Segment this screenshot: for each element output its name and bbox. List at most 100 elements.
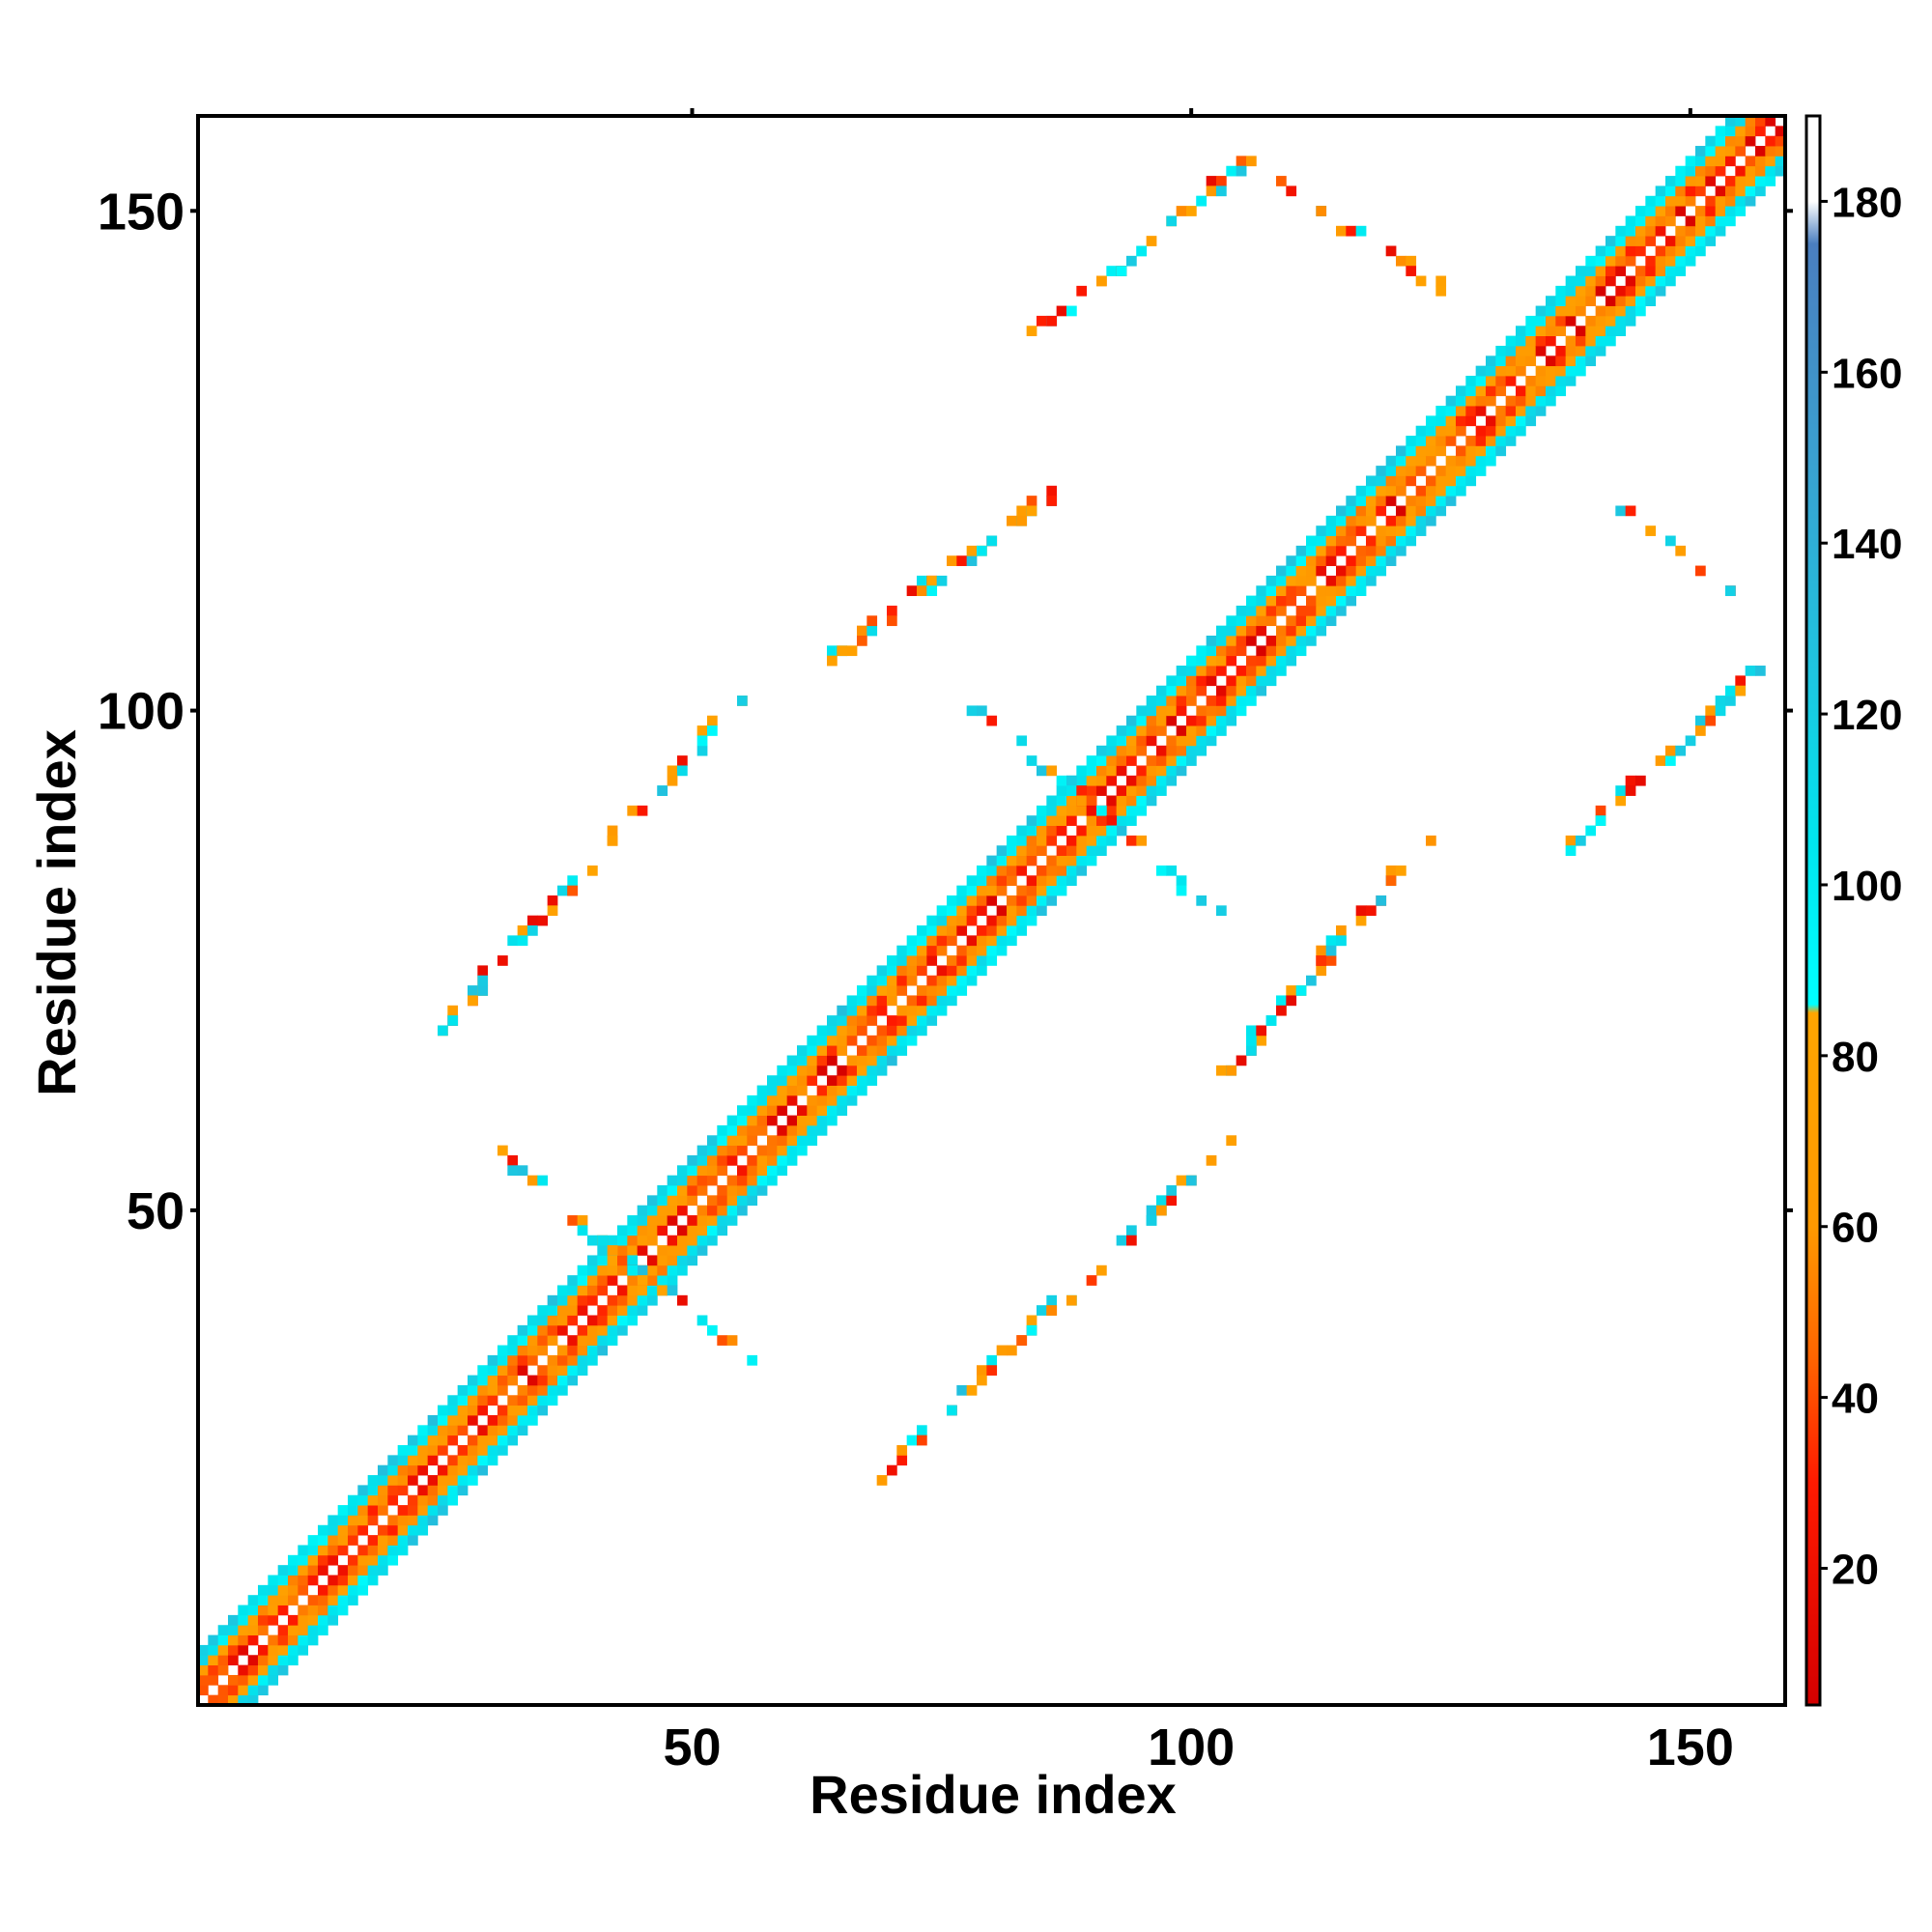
heatmap-cell	[1426, 455, 1436, 467]
heatmap-cell	[887, 975, 897, 986]
heatmap-cell	[1406, 436, 1417, 446]
heatmap-cell	[378, 1524, 388, 1536]
y-axis-label: Residue index	[26, 729, 87, 1096]
heatmap-cell	[717, 1205, 728, 1216]
heatmap-cell	[726, 1185, 738, 1196]
heatmap-cell	[1445, 475, 1457, 487]
heatmap-cell	[307, 1535, 319, 1546]
heatmap-cell	[1295, 985, 1307, 996]
heatmap-cell	[1355, 585, 1367, 597]
heatmap-cell	[247, 1655, 259, 1666]
heatmap-cell	[1306, 535, 1317, 547]
heatmap-cell	[1475, 425, 1487, 437]
heatmap-cell	[228, 1685, 239, 1696]
heatmap-cell	[367, 1475, 379, 1486]
heatmap-cell	[726, 1124, 738, 1136]
heatmap-cell	[1136, 775, 1148, 786]
heatmap-cell	[337, 1515, 349, 1526]
heatmap-cell	[1516, 425, 1526, 437]
heatmap-cell	[1576, 326, 1586, 337]
heatmap-cell	[1355, 505, 1367, 517]
heatmap-cell	[348, 1575, 358, 1586]
heatmap-cell	[1705, 715, 1717, 726]
heatmap-cell	[1725, 685, 1736, 696]
heatmap-cell	[1665, 535, 1676, 547]
heatmap-cell	[427, 1455, 439, 1466]
heatmap-cell	[1146, 705, 1157, 717]
heatmap-cell	[567, 1294, 579, 1306]
heatmap-cell	[777, 1085, 788, 1096]
heatmap-cell	[1086, 1275, 1097, 1286]
heatmap-cell	[617, 1315, 628, 1326]
heatmap-cell	[827, 1055, 838, 1066]
heatmap-cell	[1635, 275, 1646, 287]
heatmap-cell	[1276, 585, 1287, 597]
heatmap-cell	[1385, 485, 1397, 497]
heatmap-cell	[956, 555, 968, 566]
heatmap-cell	[1355, 565, 1367, 577]
heatmap-cell	[1755, 116, 1766, 127]
heatmap-cell	[906, 585, 918, 597]
heatmap-cell	[1665, 745, 1676, 756]
heatmap-cell	[926, 915, 938, 926]
heatmap-cell	[827, 1105, 838, 1116]
heatmap-cell	[367, 1485, 379, 1496]
heatmap-cell	[288, 1595, 298, 1605]
heatmap-cell	[1366, 555, 1377, 566]
heatmap-cell	[457, 1445, 469, 1456]
heatmap-cell	[1535, 385, 1547, 397]
heatmap-cell	[238, 1685, 249, 1696]
heatmap-cell	[468, 1475, 478, 1486]
heatmap-cell	[557, 1294, 568, 1306]
heatmap-cell	[1495, 345, 1507, 356]
heatmap-cell	[597, 1264, 609, 1276]
heatmap-cell	[1096, 275, 1107, 287]
heatmap-cell	[1346, 565, 1357, 577]
heatmap-cell	[657, 1185, 668, 1196]
heatmap-cell	[1426, 425, 1436, 437]
heatmap-cell	[627, 1275, 639, 1286]
heatmap-cell	[1086, 815, 1097, 826]
heatmap-cell	[667, 1205, 678, 1216]
heatmap-cell	[1745, 176, 1756, 186]
heatmap-cell	[1007, 905, 1017, 917]
heatmap-cell	[1276, 595, 1287, 607]
heatmap-cell	[797, 1145, 808, 1156]
heatmap-cell	[926, 985, 938, 996]
heatmap-cell	[846, 645, 858, 657]
heatmap-cell	[1765, 146, 1776, 156]
heatmap-cell	[677, 1165, 688, 1177]
heatmap-cell	[348, 1584, 358, 1596]
heatmap-cell	[1465, 466, 1477, 476]
heatmap-cell	[1336, 585, 1347, 597]
heatmap-cell	[696, 745, 708, 756]
heatmap-cell	[1106, 775, 1118, 786]
heatmap-cell	[726, 1215, 738, 1226]
heatmap-cell	[947, 995, 957, 1007]
heatmap-cell	[1615, 285, 1627, 297]
heatmap-cell	[367, 1575, 379, 1586]
heatmap-cell	[756, 1154, 768, 1166]
heatmap-cell	[807, 1124, 818, 1136]
heatmap-cell	[827, 1085, 838, 1096]
heatmap-cell	[367, 1505, 379, 1516]
heatmap-cell	[587, 1315, 598, 1326]
heatmap-cell	[1016, 515, 1028, 526]
heatmap-cell	[1695, 185, 1706, 197]
heatmap-cell	[1286, 575, 1297, 586]
heatmap-cell	[1415, 505, 1427, 517]
heatmap-cell	[917, 575, 927, 586]
heatmap-cell	[996, 945, 1008, 956]
heatmap-cell	[917, 1425, 927, 1436]
heatmap-cell	[1046, 835, 1058, 846]
heatmap-cell	[887, 965, 897, 977]
heatmap-cell	[298, 1605, 309, 1616]
heatmap-cell	[1206, 655, 1217, 667]
heatmap-cell	[617, 1264, 628, 1276]
heatmap-cell	[667, 1235, 678, 1246]
heatmap-cell	[1106, 815, 1118, 826]
heatmap-cell	[277, 1565, 289, 1576]
heatmap-cell	[1316, 206, 1327, 216]
heatmap-cell	[1495, 445, 1507, 457]
heatmap-cell	[1505, 375, 1517, 386]
